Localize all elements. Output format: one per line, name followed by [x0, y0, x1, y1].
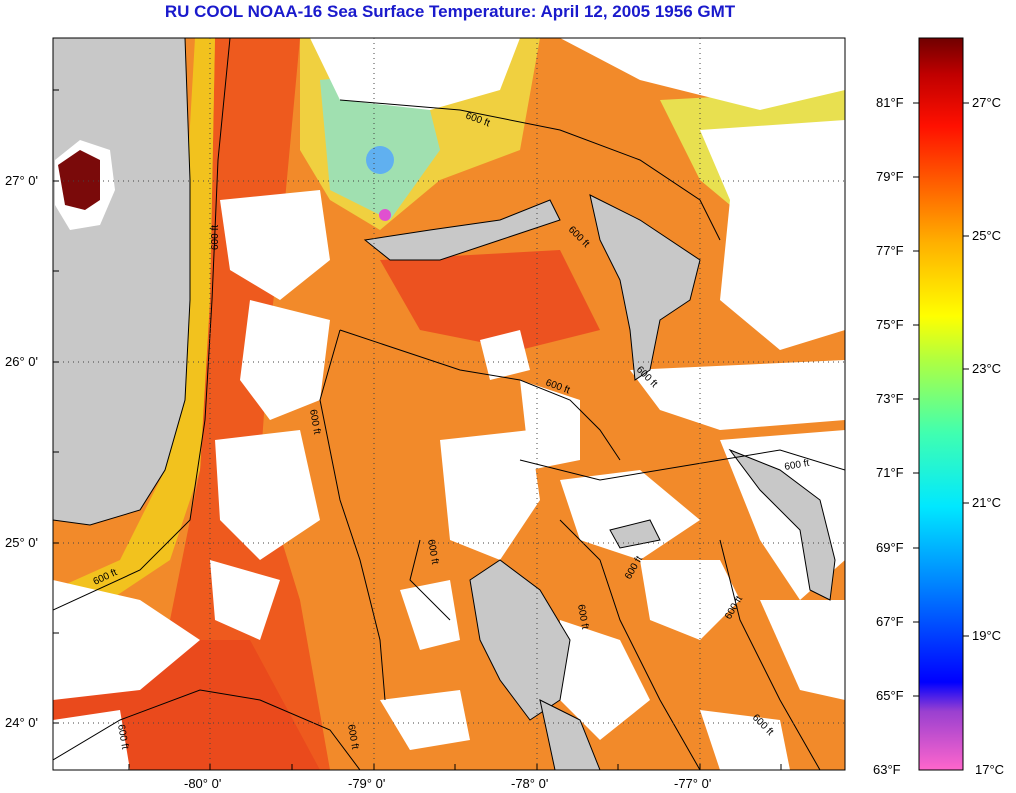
colorbar-fahrenheit-label: 67°F	[876, 614, 904, 629]
contour-label: 600 ft	[210, 225, 221, 250]
andros-south	[539, 699, 601, 770]
lon-tick-label: -78° 0'	[511, 776, 549, 791]
abaco-island	[589, 194, 701, 381]
colorbar-celsius-label: 25°C	[972, 228, 1002, 243]
cool-spot	[379, 209, 391, 221]
new-providence-island	[609, 519, 661, 549]
coastal-warm-strip	[53, 38, 215, 620]
colorbar-fahrenheit-label: 65°F	[876, 688, 904, 703]
axis-ticks	[53, 89, 782, 770]
colorbar-celsius-label: 27°C	[972, 95, 1002, 110]
lat-tick-label: 25° 0'	[5, 535, 38, 550]
lat-tick-label: 27° 0'	[5, 173, 38, 188]
colorbar-fahrenheit-label: 75°F	[876, 317, 904, 332]
map-frame	[52, 37, 846, 771]
lat-tick-label: 24° 0'	[5, 715, 38, 730]
lake-okeechobee-heat	[58, 150, 100, 210]
colorbar-fahrenheit-label: 73°F	[876, 391, 904, 406]
grand-bahama-island	[363, 199, 561, 261]
contour-label: 600 ft	[784, 458, 811, 473]
contour-label: 600 ft	[115, 724, 130, 751]
lon-tick-label: -80° 0'	[184, 776, 222, 791]
colorbar-celsius-label: 19°C	[972, 628, 1002, 643]
colorbar-ticks	[913, 102, 969, 697]
colorbar-fahrenheit-label: 63°F	[873, 762, 901, 777]
eleuthera-island	[728, 448, 836, 601]
colorbar-fahrenheit-label: 79°F	[876, 169, 904, 184]
graticule	[53, 38, 845, 770]
andros-island	[469, 559, 571, 721]
colorbar-fahrenheit-label: 71°F	[876, 465, 904, 480]
contour-label: 600 ft	[575, 604, 590, 631]
contour-label: 600 ft	[307, 409, 322, 436]
lon-tick-label: -77° 0'	[674, 776, 712, 791]
contour-label: 600 ft	[345, 724, 360, 751]
colorbar	[918, 37, 964, 771]
colorbar-fahrenheit-label: 81°F	[876, 95, 904, 110]
colorbar-fahrenheit-label: 69°F	[876, 540, 904, 555]
colorbar-celsius-label: 17°C	[975, 762, 1005, 777]
hot-patch	[380, 250, 600, 350]
contour-label: 600 ft	[425, 539, 440, 566]
map-title: RU COOL NOAA-16 Sea Surface Temperature:…	[164, 2, 736, 21]
colorbar-celsius-label: 21°C	[972, 495, 1002, 510]
lon-tick-label: -79° 0'	[348, 776, 386, 791]
colorbar-celsius-label: 23°C	[972, 361, 1002, 376]
colorbar-fahrenheit-label: 77°F	[876, 243, 904, 258]
cool-spot	[366, 146, 394, 174]
contour-lines	[53, 38, 845, 770]
florida-land	[53, 38, 191, 526]
lat-tick-label: 26° 0'	[5, 354, 38, 369]
